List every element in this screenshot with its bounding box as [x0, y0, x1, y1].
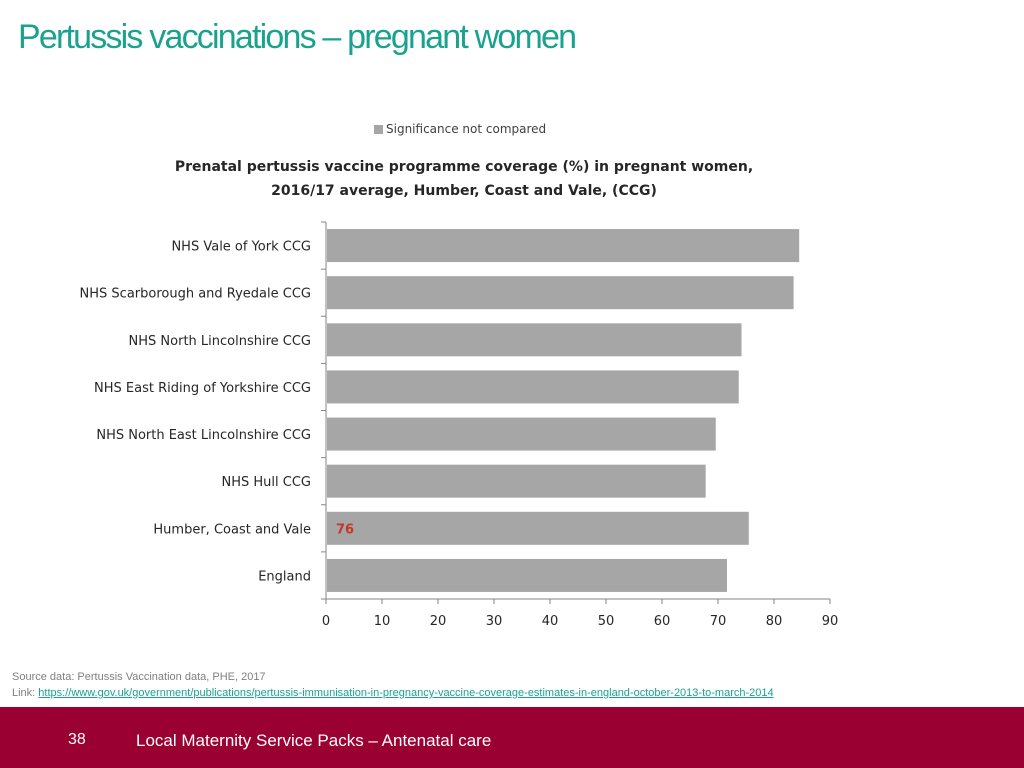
- source-link-line: Link: https://www.gov.uk/government/publ…: [12, 685, 774, 701]
- category-label: England: [258, 569, 311, 584]
- chart-legend: Significance not compared: [374, 122, 546, 136]
- x-tick-label: 40: [542, 614, 559, 629]
- x-tick-label: 70: [710, 614, 727, 629]
- x-tick-label: 10: [374, 614, 391, 629]
- x-tick-label: 30: [486, 614, 503, 629]
- category-label: NHS East Riding of Yorkshire CCG: [94, 381, 311, 396]
- category-label: NHS Vale of York CCG: [171, 240, 311, 255]
- x-tick-label: 90: [822, 614, 839, 629]
- category-label: NHS Hull CCG: [222, 475, 311, 490]
- legend-swatch: [374, 124, 383, 134]
- legend-label: Significance not compared: [386, 122, 547, 136]
- bar: [327, 276, 794, 310]
- bar: [327, 323, 742, 357]
- bar: [327, 417, 716, 451]
- x-tick-label: 50: [598, 614, 615, 629]
- source-text: Source data: Pertussis Vaccination data,…: [12, 671, 266, 683]
- category-label: NHS Scarborough and Ryedale CCG: [80, 287, 311, 302]
- x-tick-label: 0: [322, 614, 330, 629]
- category-label: NHS North East Lincolnshire CCG: [96, 428, 311, 443]
- bar: [327, 558, 727, 592]
- source-block: Source data: Pertussis Vaccination data,…: [12, 669, 774, 701]
- bar: [327, 370, 739, 404]
- bar-chart: 0 10 20 30 40 50 60 70 80 90 NHS Vale of York CCG N…: [80, 221, 839, 629]
- bar: [327, 464, 706, 498]
- source-link[interactable]: https://www.gov.uk/government/publicatio…: [38, 687, 774, 699]
- data-label: 76: [336, 522, 354, 537]
- bar: [327, 511, 749, 545]
- category-label: NHS North Lincolnshire CCG: [129, 334, 311, 349]
- chart-title-line-1: Prenatal pertussis vaccine programme cov…: [174, 159, 754, 175]
- page-number: 38: [68, 731, 86, 748]
- footer-bar: 38 Local Maternity Service Packs – Anten…: [0, 707, 1024, 768]
- chart-title: Prenatal pertussis vaccine programme cov…: [154, 155, 774, 203]
- source-link-prefix: Link:: [12, 687, 39, 699]
- footer-text: Local Maternity Service Packs – Antenata…: [136, 731, 492, 750]
- x-tick-label: 60: [654, 614, 671, 629]
- category-label: Humber, Coast and Vale: [153, 522, 311, 537]
- slide-title: Pertussis vaccinations – pregnant women: [18, 18, 577, 56]
- chart-title-line-2: 2016/17 average, Humber, Coast and Vale,…: [271, 183, 657, 199]
- bar: [327, 229, 800, 263]
- x-tick-label: 80: [766, 614, 783, 629]
- x-tick-label: 20: [430, 614, 447, 629]
